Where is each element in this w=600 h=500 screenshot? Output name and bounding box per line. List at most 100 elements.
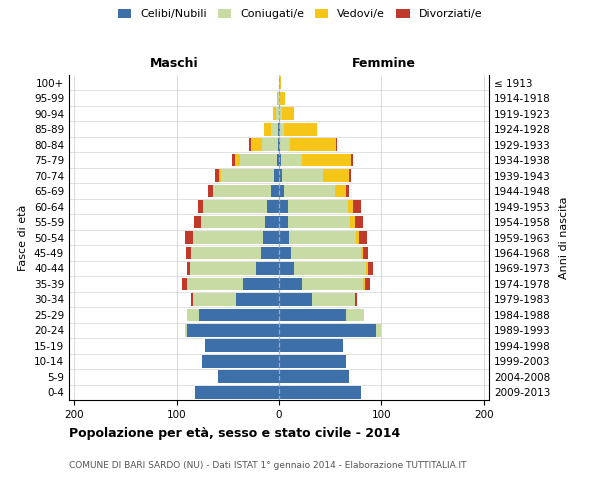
Bar — [351, 154, 353, 166]
Bar — [218, 169, 221, 182]
Bar — [251, 138, 262, 151]
Bar — [202, 355, 279, 368]
Bar — [279, 278, 302, 290]
Bar — [289, 231, 356, 244]
Bar — [214, 184, 271, 198]
Bar — [240, 154, 277, 166]
Bar — [356, 231, 359, 244]
Bar — [279, 324, 376, 336]
Bar — [260, 246, 279, 260]
Bar — [290, 138, 337, 151]
Bar — [279, 216, 288, 228]
Bar — [203, 200, 267, 213]
Bar — [368, 262, 373, 275]
Bar — [263, 231, 279, 244]
Bar — [295, 262, 366, 275]
Bar — [279, 154, 281, 166]
Bar — [279, 370, 349, 383]
Bar — [262, 138, 278, 151]
Bar — [279, 293, 312, 306]
Bar — [277, 154, 279, 166]
Bar — [302, 154, 351, 166]
Bar — [187, 278, 243, 290]
Bar — [271, 184, 279, 198]
Bar — [279, 184, 284, 198]
Bar — [274, 169, 279, 182]
Bar — [267, 200, 279, 213]
Bar — [291, 246, 361, 260]
Bar — [279, 108, 282, 120]
Bar — [280, 92, 285, 104]
Bar — [276, 108, 279, 120]
Bar — [249, 138, 251, 151]
Bar — [282, 169, 323, 182]
Bar — [243, 278, 279, 290]
Bar — [199, 308, 279, 321]
Bar — [263, 123, 271, 136]
Bar — [363, 278, 365, 290]
Bar — [185, 231, 193, 244]
Bar — [187, 308, 199, 321]
Bar — [215, 169, 218, 182]
Text: COMUNE DI BARI SARDO (NU) - Dati ISTAT 1° gennaio 2014 - Elaborazione TUTTITALIA: COMUNE DI BARI SARDO (NU) - Dati ISTAT 1… — [69, 460, 467, 469]
Text: Femmine: Femmine — [352, 57, 416, 70]
Bar — [284, 123, 317, 136]
Bar — [278, 123, 279, 136]
Bar — [346, 184, 349, 198]
Bar — [190, 262, 256, 275]
Bar — [288, 200, 347, 213]
Bar — [279, 308, 346, 321]
Bar — [278, 92, 279, 104]
Bar — [265, 216, 279, 228]
Bar — [279, 123, 280, 136]
Bar — [191, 246, 260, 260]
Bar — [279, 355, 346, 368]
Bar — [376, 324, 382, 336]
Bar — [185, 324, 187, 336]
Bar — [218, 370, 279, 383]
Bar — [221, 169, 274, 182]
Bar — [349, 169, 351, 182]
Bar — [312, 293, 355, 306]
Bar — [271, 123, 278, 136]
Bar — [201, 216, 265, 228]
Bar — [256, 262, 279, 275]
Bar — [279, 386, 361, 398]
Bar — [182, 278, 187, 290]
Bar — [355, 293, 357, 306]
Bar — [284, 184, 335, 198]
Text: Maschi: Maschi — [149, 57, 199, 70]
Bar — [280, 123, 284, 136]
Bar — [281, 154, 302, 166]
Bar — [366, 262, 368, 275]
Bar — [363, 246, 368, 260]
Bar — [186, 246, 191, 260]
Text: Popolazione per età, sesso e stato civile - 2014: Popolazione per età, sesso e stato civil… — [69, 428, 400, 440]
Bar — [282, 108, 295, 120]
Bar — [346, 308, 364, 321]
Bar — [279, 231, 289, 244]
Bar — [365, 278, 370, 290]
Bar — [235, 154, 240, 166]
Bar — [279, 92, 280, 104]
Bar — [359, 231, 367, 244]
Bar — [335, 184, 346, 198]
Bar — [361, 246, 363, 260]
Bar — [347, 200, 353, 213]
Bar — [353, 200, 361, 213]
Bar — [279, 262, 295, 275]
Bar — [279, 169, 282, 182]
Bar — [198, 200, 203, 213]
Bar — [205, 340, 279, 352]
Legend: Celibi/Nubili, Coniugati/e, Vedovi/e, Divorziati/e: Celibi/Nubili, Coniugati/e, Vedovi/e, Di… — [115, 6, 485, 22]
Y-axis label: Anni di nascita: Anni di nascita — [559, 196, 569, 279]
Bar — [288, 216, 350, 228]
Y-axis label: Fasce di età: Fasce di età — [19, 204, 28, 270]
Bar — [208, 184, 214, 198]
Bar — [279, 76, 281, 89]
Bar — [279, 200, 288, 213]
Bar — [273, 108, 276, 120]
Bar — [279, 138, 280, 151]
Bar — [279, 340, 343, 352]
Bar — [350, 216, 355, 228]
